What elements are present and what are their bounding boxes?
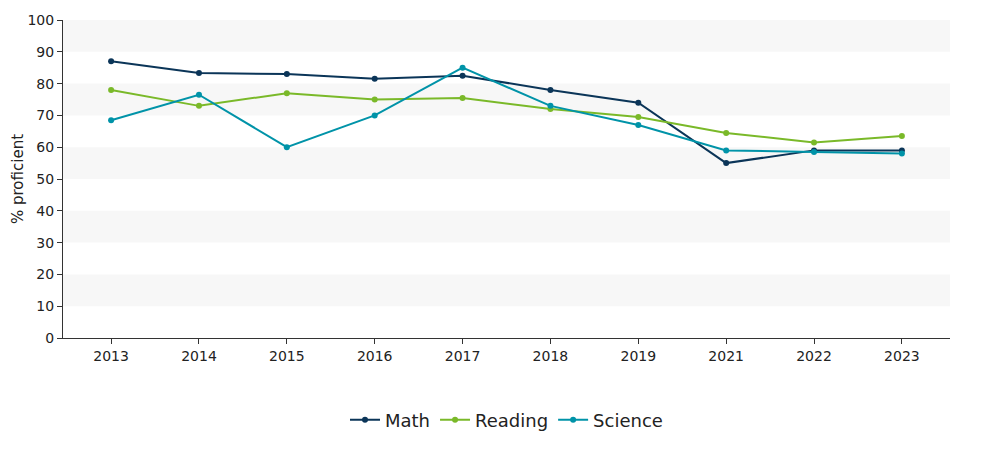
svg-text:2016: 2016 [357, 348, 393, 364]
svg-text:2022: 2022 [796, 348, 832, 364]
svg-text:Reading: Reading [475, 410, 548, 431]
svg-text:2015: 2015 [269, 348, 305, 364]
svg-text:% proficient: % proficient [9, 134, 27, 224]
svg-text:2017: 2017 [445, 348, 481, 364]
svg-text:70: 70 [36, 107, 54, 123]
svg-text:2013: 2013 [93, 348, 129, 364]
svg-text:80: 80 [36, 76, 54, 92]
svg-text:Math: Math [385, 410, 430, 431]
svg-text:20: 20 [36, 266, 54, 282]
svg-text:10: 10 [36, 298, 54, 314]
svg-text:2018: 2018 [533, 348, 569, 364]
svg-text:0: 0 [45, 330, 54, 346]
svg-text:Science: Science [593, 410, 663, 431]
svg-text:2014: 2014 [181, 348, 217, 364]
svg-text:90: 90 [36, 44, 54, 60]
svg-text:2021: 2021 [708, 348, 744, 364]
svg-text:2023: 2023 [884, 348, 920, 364]
svg-text:2019: 2019 [620, 348, 656, 364]
svg-text:40: 40 [36, 203, 54, 219]
svg-text:100: 100 [27, 12, 54, 28]
svg-text:50: 50 [36, 171, 54, 187]
svg-text:30: 30 [36, 235, 54, 251]
svg-text:60: 60 [36, 139, 54, 155]
